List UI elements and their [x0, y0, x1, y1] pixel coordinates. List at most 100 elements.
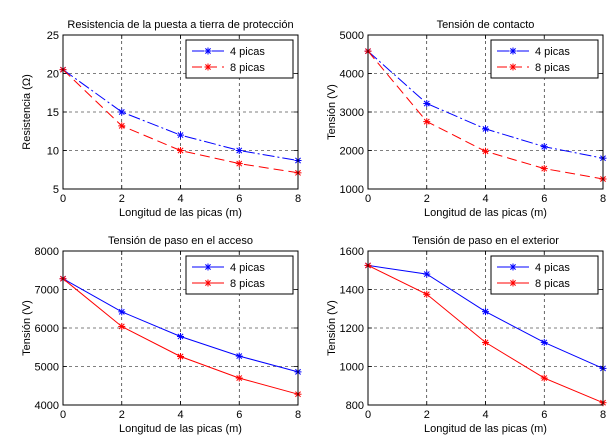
- y-tick-label: 20: [47, 69, 59, 81]
- data-point-marker: [177, 147, 184, 154]
- legend-label: 8 picas: [230, 62, 265, 74]
- x-tick-label: 0: [365, 409, 371, 421]
- y-tick-label: 3000: [340, 107, 364, 119]
- x-tick-label: 4: [177, 409, 183, 421]
- data-point-marker: [482, 125, 489, 133]
- y-tick-label: 10: [47, 146, 59, 158]
- x-tick-label: 6: [541, 193, 547, 205]
- x-tick-label: 6: [236, 193, 242, 205]
- legend: 4 picas 8 picas: [185, 255, 294, 295]
- data-point-marker: [235, 374, 243, 382]
- legend-label: 4 picas: [230, 46, 265, 58]
- x-axis-label: Longitud de las picas (m): [119, 207, 242, 219]
- data-point-marker: [177, 332, 184, 340]
- legend-label: 4 picas: [535, 46, 570, 58]
- y-axis-label: Tensión (V): [21, 300, 33, 356]
- legend-entry-2: 8 picas: [192, 278, 265, 290]
- chart-title: Tensión de paso en el acceso: [108, 235, 253, 247]
- x-tick-label: 4: [482, 409, 488, 421]
- y-tick-label: 1400: [340, 285, 364, 297]
- data-point-marker: [118, 322, 126, 330]
- x-tick-label: 8: [600, 193, 606, 205]
- chart-title: Tensión de contacto: [437, 19, 535, 31]
- axes-frame: [62, 250, 299, 406]
- y-axis-label: Tensión (V): [326, 84, 338, 140]
- legend-label: 8 picas: [535, 62, 570, 74]
- legend: 4 picas 8 picas: [490, 255, 599, 295]
- data-point-marker: [423, 290, 431, 298]
- x-tick-label: 8: [295, 193, 301, 205]
- chart-panel-4: 0 2 4 6 8 800 1000 1200 1400 1600 Tensión de paso …: [326, 235, 607, 435]
- data-point-marker: [177, 352, 184, 360]
- legend-box: [490, 39, 599, 79]
- legend-box: [490, 255, 599, 295]
- legend-entry-1: 4 picas: [192, 262, 265, 274]
- y-tick-label: 15: [47, 107, 59, 119]
- y-tick-label: 1000: [340, 362, 364, 374]
- y-tick-label: 1200: [340, 323, 364, 335]
- chart-panel-2: 0 2 4 6 8 1000 2000 3000 4000 5000 Tensión de cont…: [326, 19, 607, 219]
- y-tick-label: 5: [53, 184, 59, 196]
- x-tick-label: 2: [119, 409, 125, 421]
- data-point-marker: [540, 338, 548, 346]
- data-point-marker: [540, 143, 548, 151]
- legend-entry-2: 8 picas: [192, 62, 265, 74]
- y-tick-label: 5000: [35, 362, 59, 374]
- data-point-marker: [423, 100, 431, 108]
- data-point-marker: [118, 108, 126, 116]
- data-point-marker: [423, 270, 431, 278]
- x-tick-label: 4: [177, 193, 183, 205]
- y-tick-label: 6000: [35, 323, 59, 335]
- axes-frame: [367, 250, 604, 406]
- x-axis-label: Longitud de las picas (m): [424, 423, 547, 435]
- legend-entry-1: 4 picas: [192, 46, 265, 58]
- data-point-marker: [482, 147, 489, 155]
- y-tick-label: 25: [47, 30, 59, 42]
- legend: 4 picas 8 picas: [185, 39, 294, 79]
- y-axis-label: Tensión (V): [326, 300, 338, 356]
- chart-title: Tensión de paso en el exterior: [412, 235, 559, 247]
- y-tick-label: 1000: [340, 184, 364, 196]
- y-tick-label: 800: [346, 400, 364, 412]
- data-point-marker: [423, 118, 431, 126]
- x-tick-label: 0: [365, 193, 371, 205]
- data-point-marker: [118, 122, 126, 130]
- y-tick-label: 7000: [35, 285, 59, 297]
- legend-entry-2: 8 picas: [497, 62, 570, 74]
- x-tick-label: 0: [60, 409, 66, 421]
- x-tick-label: 8: [295, 409, 301, 421]
- chart-title: Resistencia de la puesta a tierra de pro…: [67, 19, 293, 31]
- axes-frame: [367, 34, 604, 190]
- legend-box: [185, 255, 294, 295]
- x-tick-label: 8: [600, 409, 606, 421]
- data-point-marker: [235, 352, 243, 360]
- axes-frame: [62, 34, 299, 190]
- data-point-marker: [540, 165, 548, 173]
- data-point-marker: [118, 308, 126, 316]
- data-point-marker: [235, 160, 243, 168]
- legend-label: 8 picas: [535, 278, 570, 290]
- x-tick-label: 0: [60, 193, 66, 205]
- y-axis-label: Resistencia (Ω): [21, 74, 33, 149]
- legend-label: 4 picas: [535, 262, 570, 274]
- x-tick-label: 2: [424, 409, 430, 421]
- data-point-marker: [235, 147, 243, 154]
- legend-label: 4 picas: [230, 262, 265, 274]
- data-point-marker: [540, 374, 548, 382]
- chart-panel-1: 0 2 4 6 8 5 10 15 20 25 Resistencia de la puesta a…: [21, 19, 302, 219]
- x-tick-label: 2: [119, 193, 125, 205]
- y-tick-label: 4000: [340, 69, 364, 81]
- data-point-marker: [177, 131, 184, 139]
- y-tick-label: 4000: [35, 400, 59, 412]
- series-line-2: [62, 69, 299, 174]
- y-tick-label: 5000: [340, 30, 364, 42]
- x-tick-label: 4: [482, 193, 488, 205]
- legend-entry-1: 4 picas: [497, 46, 570, 58]
- legend: 4 picas 8 picas: [490, 39, 599, 79]
- x-tick-label: 6: [236, 409, 242, 421]
- x-tick-label: 2: [424, 193, 430, 205]
- legend-entry-2: 8 picas: [497, 278, 570, 290]
- y-tick-label: 1600: [340, 246, 364, 258]
- legend-box: [185, 39, 294, 79]
- legend-label: 8 picas: [230, 278, 265, 290]
